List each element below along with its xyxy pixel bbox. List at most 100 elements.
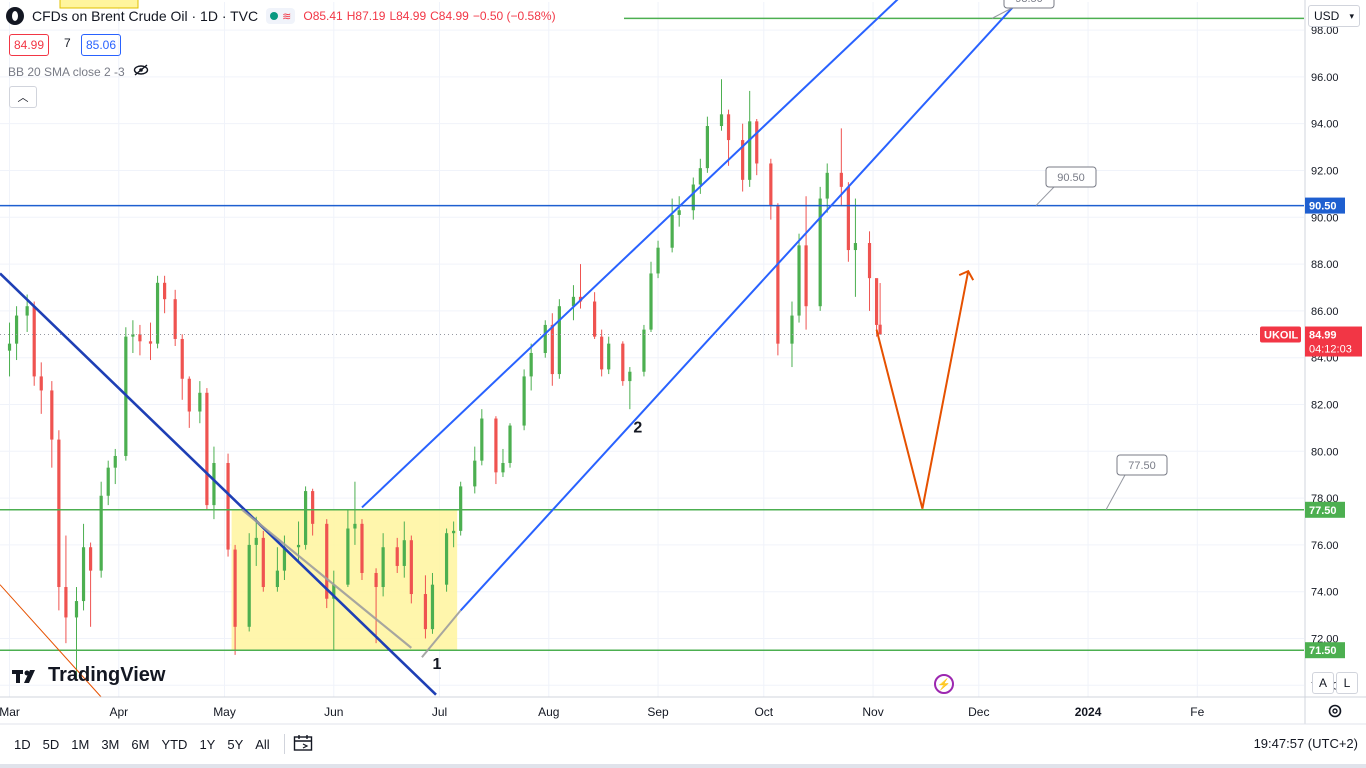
price-tick-label: 74.00 <box>1311 587 1339 599</box>
settings-gear-icon[interactable] <box>1326 702 1344 720</box>
candle-body <box>726 114 731 141</box>
candle-body <box>402 540 406 566</box>
level-badge-7750-bg <box>1305 501 1345 518</box>
candle-body <box>459 486 463 531</box>
candle-body <box>303 491 308 545</box>
chart-grid <box>0 2 1304 697</box>
candle-body <box>677 210 681 215</box>
candle-body <box>473 460 477 487</box>
candle-body <box>311 491 315 524</box>
callout-7750-box <box>1116 454 1168 476</box>
candle-body <box>346 528 350 585</box>
callout-7750-pointer <box>1105 474 1126 511</box>
collapse-legend-button[interactable]: ︿ <box>9 86 37 108</box>
log-scale-label: L <box>1343 676 1351 690</box>
current-price-text: 84.99 <box>1309 330 1337 342</box>
candle-body <box>50 390 54 440</box>
callout-9050-box <box>1045 166 1097 188</box>
ohlc-low: L84.99 <box>389 9 427 23</box>
candle-body <box>846 186 850 251</box>
candle-body <box>25 306 29 316</box>
log-scale-button[interactable]: L <box>1336 672 1358 694</box>
currency-label: USD <box>1314 9 1340 23</box>
candle-body <box>226 462 230 550</box>
tf-5d[interactable]: 5D <box>42 736 60 752</box>
candle-body <box>839 172 843 187</box>
candle-body <box>423 594 428 630</box>
time-tick-label: Fe <box>1190 705 1204 719</box>
tf-all[interactable]: All <box>255 736 270 752</box>
auto-scale-button[interactable]: A <box>1312 672 1334 694</box>
tf-6m[interactable]: 6M <box>131 736 150 752</box>
candle-body <box>155 282 160 344</box>
current-price-badge-bg <box>1305 326 1362 357</box>
candle-body <box>138 334 142 342</box>
time-tick-label: Dec <box>968 705 989 719</box>
time-tick-label: Nov <box>862 705 883 719</box>
timeframe-group: 1D 5D 1M 3M 6M YTD 1Y 5Y All <box>8 734 313 755</box>
candle-body <box>501 462 505 473</box>
market-status-pill[interactable]: ≋ <box>266 8 296 24</box>
candle-body <box>818 198 822 307</box>
tradingview-watermark: TradingView <box>12 664 165 687</box>
candle-body <box>649 273 653 330</box>
callout-9050-pointer <box>1035 186 1055 206</box>
candle-body <box>656 247 660 274</box>
drawings-front: 1 2 90.50 77.50 98.50 <box>0 0 1304 698</box>
chevron-up-icon: ︿ <box>17 92 29 104</box>
orange-old-line <box>0 584 102 698</box>
candle-body <box>131 334 135 337</box>
candle-body <box>205 392 209 506</box>
level-badge-9050-bg <box>1305 197 1345 214</box>
tf-1y[interactable]: 1Y <box>199 736 216 752</box>
eye-hidden-icon[interactable] <box>133 64 149 79</box>
time-clock[interactable]: 19:47:57 (UTC+2) <box>1253 736 1358 751</box>
callout-9850-box <box>1003 0 1055 9</box>
candle-body <box>360 523 364 573</box>
tf-1d[interactable]: 1D <box>14 736 31 752</box>
tf-3m[interactable]: 3M <box>101 736 120 752</box>
sell-price-button[interactable]: 84.99 <box>9 34 50 56</box>
candle-body <box>670 214 674 248</box>
candle-body <box>81 547 86 602</box>
candle-body <box>867 243 872 279</box>
candle-body <box>247 544 251 627</box>
footer-border <box>0 764 1366 768</box>
candle-body <box>769 163 773 206</box>
tf-5y[interactable]: 5Y <box>227 736 244 752</box>
candle-body <box>543 324 547 354</box>
candle-body <box>628 371 632 382</box>
watermark-text: TradingView <box>48 664 166 686</box>
callout-7750-text: 77.50 <box>1128 460 1156 472</box>
candle-body <box>430 584 435 630</box>
price-tick-label: 90.00 <box>1311 212 1339 224</box>
wave-label-1: 1 <box>432 656 441 673</box>
bottom-toolbar: 1D 5D 1M 3M 6M YTD 1Y 5Y All 19:47:57 (U… <box>0 724 1366 764</box>
candle-body <box>198 392 202 412</box>
candle-body <box>452 530 456 534</box>
buy-price-button[interactable]: 85.06 <box>81 34 122 56</box>
symbol-title[interactable]: CFDs on Brent Crude Oil · 1D · TVC <box>32 8 259 24</box>
candle-body <box>593 301 597 337</box>
candle-body <box>600 336 604 370</box>
event-lightning-icon[interactable]: ⚡ <box>934 674 954 694</box>
tf-1m[interactable]: 1M <box>71 736 90 752</box>
calendar-goto-icon[interactable] <box>293 734 313 755</box>
candle-body <box>874 278 879 325</box>
candle-body <box>444 533 449 585</box>
ohlc-change: −0.50 (−0.58%) <box>472 9 556 23</box>
currency-select[interactable]: USD ▾ <box>1308 5 1360 27</box>
tf-ytd[interactable]: YTD <box>161 736 188 752</box>
divider <box>283 734 285 754</box>
candle-body <box>88 547 93 571</box>
candles <box>7 79 882 681</box>
chart-header: CFDs on Brent Crude Oil · 1D · TVC ≋ O85… <box>6 4 556 28</box>
candle-body <box>180 338 184 379</box>
candle-body <box>261 537 265 588</box>
price-tick-label: 92.00 <box>1311 165 1339 177</box>
indicator-legend[interactable]: BB 20 SMA close 2 -3 <box>8 64 149 79</box>
candle-body <box>325 523 329 599</box>
ohlc-high: H87.19 <box>346 9 386 23</box>
